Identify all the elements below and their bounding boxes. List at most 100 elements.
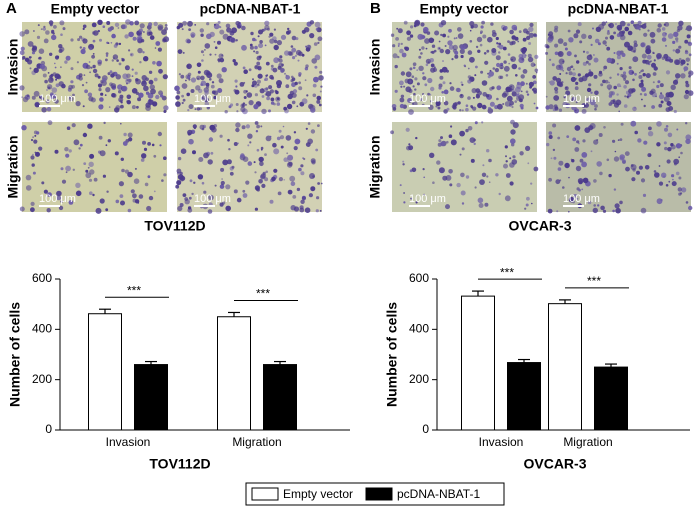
cell-dot xyxy=(243,96,247,99)
cell-dot xyxy=(438,47,441,50)
cell-dot xyxy=(638,165,644,170)
cell-dot xyxy=(199,28,204,33)
cell-dot xyxy=(578,77,584,83)
cell-dot xyxy=(394,64,398,69)
cell-dot xyxy=(422,76,427,81)
cell-dot xyxy=(593,74,598,79)
cell-dot xyxy=(615,23,617,25)
cell-dot xyxy=(237,24,242,29)
cell-dot xyxy=(98,21,102,25)
cell-dot xyxy=(410,25,414,29)
cell-dot xyxy=(249,141,252,144)
cell-dot xyxy=(203,190,207,194)
cell-dot xyxy=(489,87,493,91)
cell-dot xyxy=(65,153,70,158)
cell-dot xyxy=(217,58,221,62)
cell-dot xyxy=(261,183,266,188)
cell-dot xyxy=(575,101,578,104)
cell-dot xyxy=(55,78,58,81)
cell-dot xyxy=(291,100,296,105)
cell-dot xyxy=(217,40,221,45)
cell-dot xyxy=(673,162,677,166)
cell-dot xyxy=(318,103,322,107)
cell-dot xyxy=(218,78,224,84)
cell-dot xyxy=(82,105,85,108)
cell-dot xyxy=(47,86,51,90)
cell-dot xyxy=(260,173,267,179)
cell-dot xyxy=(392,107,397,111)
cell-dot xyxy=(54,99,59,104)
cell-dot xyxy=(479,43,483,47)
cell-dot xyxy=(581,161,587,168)
cell-dot xyxy=(672,40,676,45)
cell-dot xyxy=(148,195,154,201)
cell-dot xyxy=(188,28,192,31)
cell-dot xyxy=(511,91,517,97)
cell-dot xyxy=(392,53,398,59)
cell-dot xyxy=(35,151,40,157)
cell-dot xyxy=(185,79,187,82)
cell-dot xyxy=(184,197,189,201)
cell-dot xyxy=(115,105,121,111)
cell-dot xyxy=(511,159,518,165)
cell-dot xyxy=(520,90,523,93)
cell-dot xyxy=(188,78,191,81)
cell-dot xyxy=(48,20,54,25)
cell-dot xyxy=(71,123,76,128)
cell-dot xyxy=(566,135,570,139)
cell-dot xyxy=(602,79,606,84)
y-tick-label: 400 xyxy=(32,322,52,336)
cell-dot xyxy=(620,122,624,126)
cell-dot xyxy=(210,84,215,89)
cell-dot xyxy=(292,89,298,94)
cell-dot xyxy=(94,73,99,78)
cell-dot xyxy=(206,22,210,26)
cell-dot xyxy=(50,73,54,77)
cell-dot xyxy=(199,107,203,111)
cell-dot xyxy=(314,21,321,28)
cell-dot xyxy=(512,155,516,159)
cell-dot xyxy=(576,60,580,64)
cell-dot xyxy=(498,42,502,46)
cell-dot xyxy=(575,29,581,34)
cell-dot xyxy=(429,58,435,63)
cell-dot xyxy=(310,129,316,134)
cell-dot xyxy=(665,70,671,75)
cell-dot xyxy=(395,37,399,41)
cell-dot xyxy=(619,34,626,41)
cell-dot xyxy=(581,152,588,158)
cell-dot xyxy=(317,182,320,185)
cell-dot xyxy=(510,85,513,88)
cell-dot xyxy=(285,74,288,77)
cell-dot xyxy=(588,62,591,66)
cell-dot xyxy=(309,33,315,39)
cell-dot xyxy=(317,36,323,42)
cell-dot xyxy=(290,205,296,211)
cell-dot xyxy=(138,92,144,98)
cell-dot xyxy=(526,196,530,201)
cell-dot xyxy=(313,76,319,83)
cell-dot xyxy=(219,26,222,29)
cell-dot xyxy=(175,184,180,189)
cell-dot xyxy=(549,34,554,39)
cell-dot xyxy=(475,65,478,69)
cell-dot xyxy=(115,199,120,204)
cell-dot xyxy=(126,100,131,105)
cell-dot xyxy=(575,81,579,85)
cell-dot xyxy=(188,138,194,145)
cell-dot xyxy=(571,98,575,102)
cell-dot xyxy=(438,40,441,43)
x-tick-label: Migration xyxy=(232,435,281,449)
cell-dot xyxy=(44,79,48,84)
cell-dot xyxy=(316,99,321,104)
cell-dot xyxy=(235,85,238,88)
cell-dot xyxy=(475,88,481,93)
cell-dot xyxy=(619,67,623,71)
cell-dot xyxy=(456,182,461,188)
cell-dot xyxy=(460,81,463,84)
cell-dot xyxy=(116,59,119,62)
cell-dot xyxy=(652,81,655,84)
cell-dot xyxy=(114,151,119,156)
cell-dot xyxy=(441,91,445,94)
cell-dot xyxy=(630,164,634,167)
